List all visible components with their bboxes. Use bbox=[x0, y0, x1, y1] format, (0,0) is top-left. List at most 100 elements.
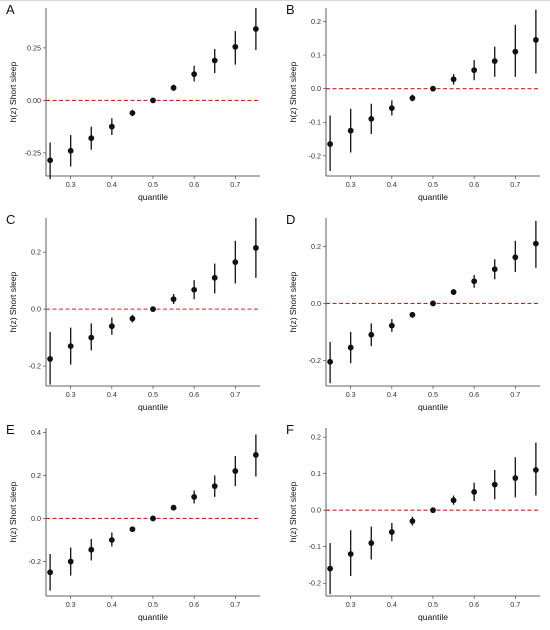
x-tick-label: 0.6 bbox=[189, 180, 199, 189]
data-point bbox=[491, 266, 498, 273]
y-tick-label: -0.2 bbox=[29, 362, 41, 371]
data-point bbox=[232, 259, 239, 266]
data-point bbox=[191, 286, 198, 293]
y-tick-label: 0.2 bbox=[31, 248, 41, 257]
y-tick-label: 0.2 bbox=[311, 433, 321, 442]
data-point bbox=[47, 569, 54, 576]
y-tick-label: 0.0 bbox=[311, 299, 321, 308]
y-axis-title: h(z) Short sleep bbox=[8, 271, 18, 332]
data-point bbox=[491, 58, 498, 64]
chart-panel-d: D -0.2 0.0 0.2 0.3 0.4 0.5 0.6 0.7 quantile h(z) S… bbox=[280, 210, 550, 420]
x-tick-label: 0.3 bbox=[346, 390, 356, 399]
x-tick-label: 0.3 bbox=[66, 600, 76, 609]
data-point bbox=[170, 504, 177, 511]
data-point bbox=[409, 518, 416, 525]
panel-label: E bbox=[6, 422, 15, 437]
data-point bbox=[170, 296, 177, 303]
x-tick-label: 0.3 bbox=[346, 600, 356, 609]
data-point bbox=[347, 551, 354, 557]
data-point bbox=[191, 494, 198, 500]
panel-divider bbox=[0, 0, 550, 1]
y-tick-label: -0.25 bbox=[25, 148, 41, 157]
data-point bbox=[191, 71, 198, 78]
data-point bbox=[47, 157, 54, 164]
y-axis-title: h(z) Short sleep bbox=[288, 481, 298, 542]
x-tick-label: 0.6 bbox=[469, 390, 479, 399]
data-point bbox=[252, 26, 259, 32]
data-point bbox=[327, 565, 334, 572]
data-point bbox=[532, 467, 539, 473]
x-tick-label: 0.6 bbox=[189, 600, 199, 609]
y-tick-label: 0.1 bbox=[311, 51, 321, 60]
x-tick-label: 0.5 bbox=[428, 180, 438, 189]
x-axis-title: quantile bbox=[138, 402, 168, 412]
data-point bbox=[129, 315, 136, 322]
data-point bbox=[129, 110, 136, 116]
y-tick-label: -0.2 bbox=[309, 356, 321, 365]
chart-panel-c: C -0.2 0.0 0.2 0.3 0.4 0.5 0.6 0.7 quantile h(z) S… bbox=[0, 210, 270, 420]
y-tick-label: 0.1 bbox=[311, 469, 321, 478]
chart-panel-f: F -0.2 -0.1 0.0 0.1 0.2 0.3 0.4 0.5 0.6 0.7 quantil… bbox=[280, 420, 550, 630]
x-tick-label: 0.7 bbox=[230, 600, 240, 609]
x-tick-label: 0.5 bbox=[428, 600, 438, 609]
data-point bbox=[327, 141, 334, 147]
data-point bbox=[327, 358, 334, 365]
data-point bbox=[252, 244, 259, 251]
data-point bbox=[150, 306, 156, 313]
data-point bbox=[211, 274, 218, 281]
x-tick-label: 0.6 bbox=[469, 600, 479, 609]
chart-panel-b: B -0.2 -0.1 0.0 0.1 0.2 0.3 0.4 0.5 0.6 0.7 quantil… bbox=[280, 0, 550, 210]
chart-svg: E -0.2 0.0 0.2 0.4 0.3 0.4 0.5 0.6 0.7 quantile h(z… bbox=[6, 422, 260, 622]
data-point bbox=[368, 540, 375, 546]
data-point bbox=[170, 84, 177, 91]
data-point bbox=[108, 537, 115, 543]
chart-panel-e: E -0.2 0.0 0.2 0.4 0.3 0.4 0.5 0.6 0.7 quantile h(z… bbox=[0, 420, 270, 630]
y-tick-label: -0.1 bbox=[309, 542, 321, 551]
data-point bbox=[430, 85, 436, 92]
y-tick-label: 0.0 bbox=[311, 506, 321, 515]
data-point bbox=[67, 343, 74, 350]
data-point bbox=[232, 43, 239, 50]
data-point bbox=[532, 240, 539, 247]
chart-svg: A -0.25 0.00 0.25 0.3 0.4 0.5 0.6 0.7 quantile h(z… bbox=[6, 2, 260, 202]
y-tick-label: -0.1 bbox=[309, 118, 321, 127]
x-tick-label: 0.7 bbox=[510, 180, 520, 189]
data-point bbox=[409, 311, 416, 318]
x-tick-label: 0.4 bbox=[387, 180, 397, 189]
data-point bbox=[150, 515, 156, 522]
y-tick-label: 0.25 bbox=[27, 43, 41, 52]
x-tick-label: 0.6 bbox=[189, 390, 199, 399]
panel-label: F bbox=[286, 422, 294, 437]
data-point bbox=[532, 37, 539, 43]
x-axis-title: quantile bbox=[418, 192, 448, 202]
y-tick-label: 0.2 bbox=[311, 17, 321, 26]
chart-svg: F -0.2 -0.1 0.0 0.1 0.2 0.3 0.4 0.5 0.6 0.7 quantil… bbox=[286, 422, 540, 622]
data-point bbox=[430, 507, 436, 514]
data-point bbox=[388, 322, 395, 329]
data-point bbox=[430, 300, 436, 307]
x-axis-title: quantile bbox=[418, 402, 448, 412]
y-tick-label: -0.2 bbox=[309, 579, 321, 588]
data-point bbox=[471, 67, 478, 74]
data-point bbox=[347, 344, 354, 351]
y-tick-label: 0.0 bbox=[31, 514, 41, 523]
x-tick-label: 0.5 bbox=[148, 180, 158, 189]
chart-panel-a: A -0.25 0.00 0.25 0.3 0.4 0.5 0.6 0.7 quantile h(z… bbox=[0, 0, 270, 210]
x-tick-label: 0.4 bbox=[107, 600, 117, 609]
data-point bbox=[252, 452, 259, 458]
y-axis-title: h(z) Short sleep bbox=[8, 481, 18, 542]
data-point bbox=[67, 147, 74, 154]
data-point bbox=[388, 529, 395, 535]
panel-label: C bbox=[6, 212, 15, 227]
y-tick-label: 0.2 bbox=[31, 471, 41, 480]
x-tick-label: 0.4 bbox=[107, 390, 117, 399]
x-tick-label: 0.7 bbox=[230, 390, 240, 399]
x-tick-label: 0.6 bbox=[469, 180, 479, 189]
data-point bbox=[471, 489, 478, 495]
panel-label: B bbox=[286, 2, 295, 17]
data-point bbox=[450, 497, 457, 504]
data-point bbox=[368, 115, 375, 122]
y-axis-title: h(z) Short sleep bbox=[288, 271, 298, 332]
data-point bbox=[347, 127, 354, 134]
y-tick-label: 0.2 bbox=[311, 242, 321, 251]
